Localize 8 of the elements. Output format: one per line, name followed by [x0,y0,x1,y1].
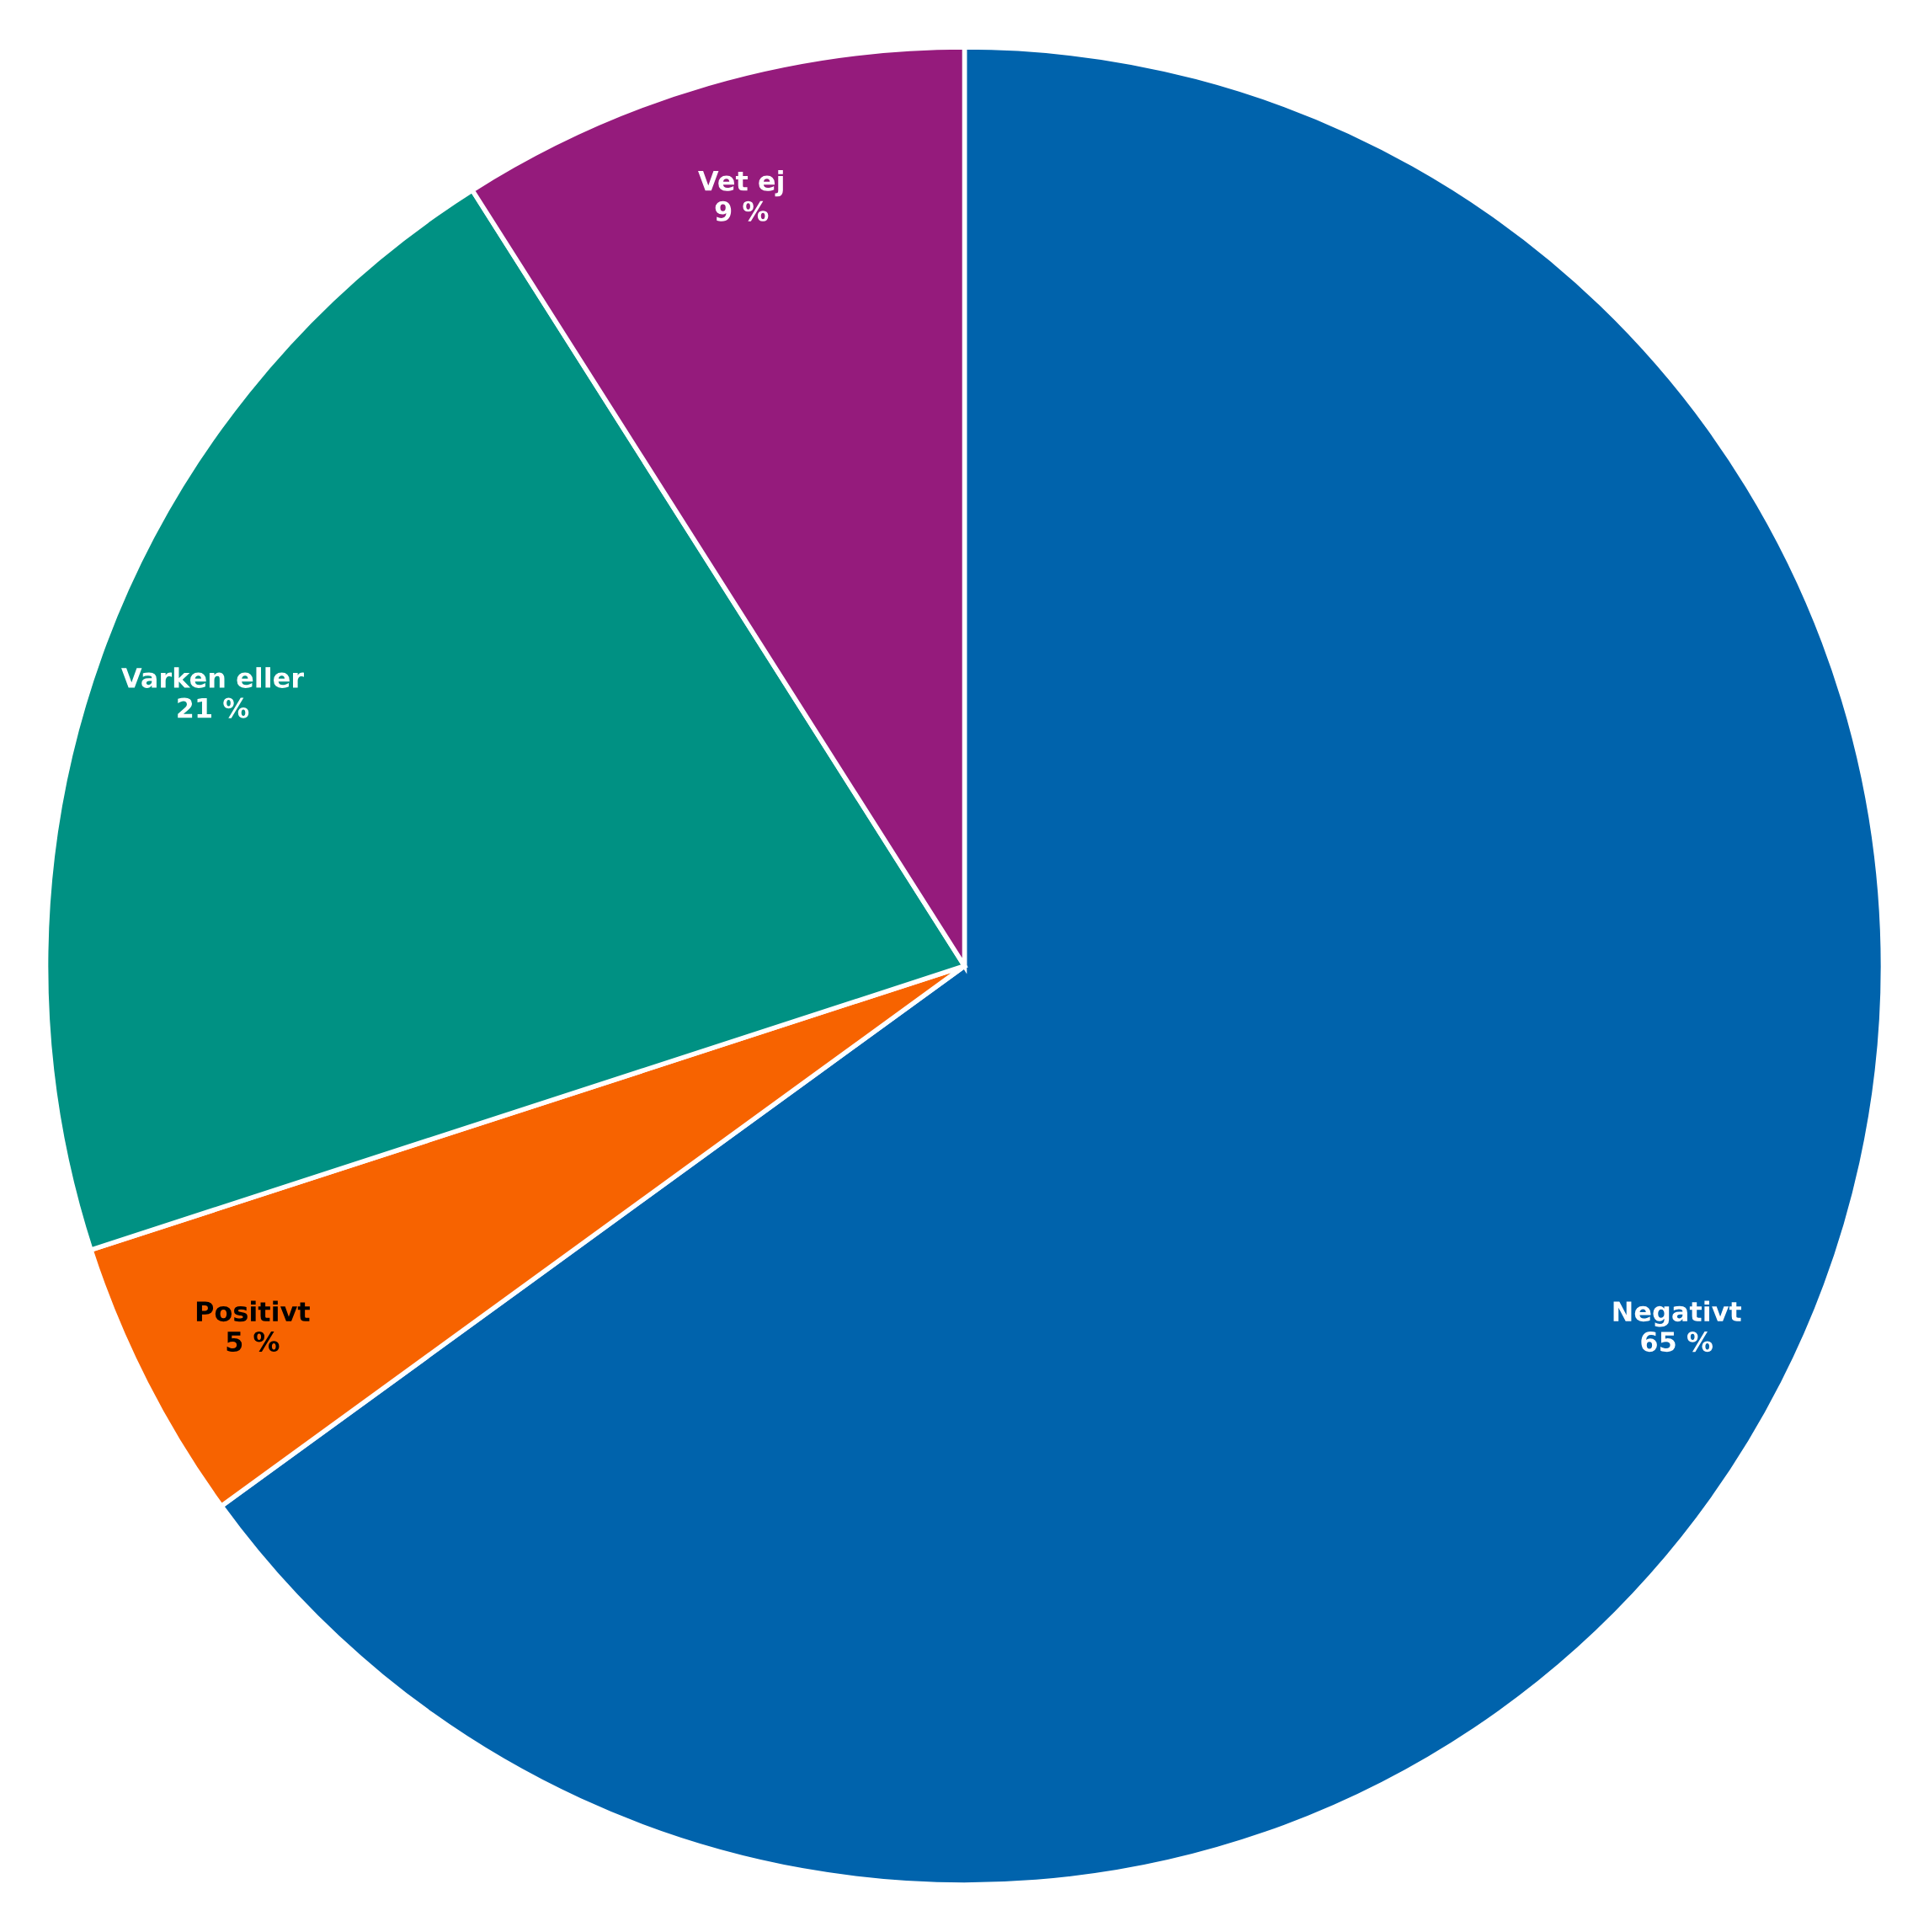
data-label: 5 % [226,1331,280,1353]
slice-label: Varken eller [121,667,304,688]
slice-label: Positivt [196,1300,310,1322]
data-label: 65 % [1641,1332,1713,1353]
data-label: 9 % [715,200,769,221]
slice-label: Negativt [1613,1300,1742,1327]
slice-label: Vet ej [698,170,783,197]
data-label: 21 % [178,697,249,718]
